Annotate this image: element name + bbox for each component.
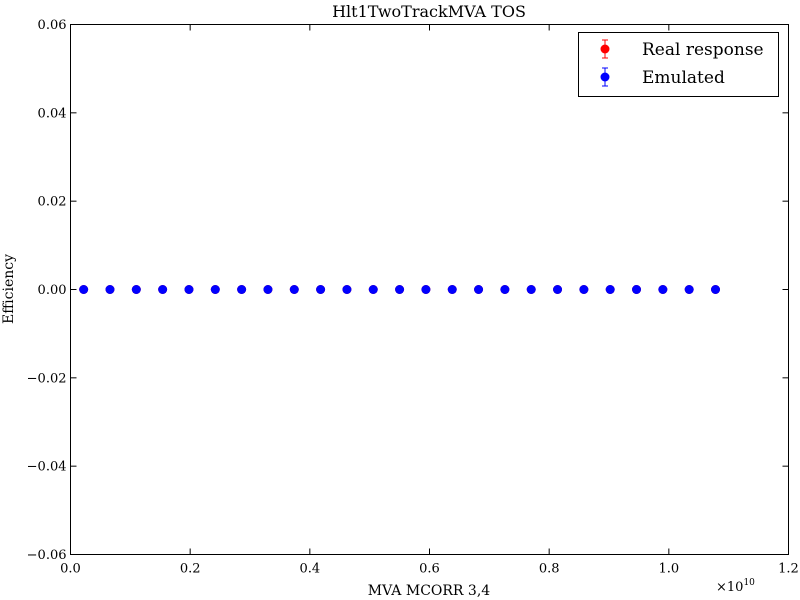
x-tick-label: 0.6 <box>419 562 440 577</box>
data-point <box>500 285 510 294</box>
data-point <box>210 285 220 294</box>
svg-text:×1010: ×1010 <box>716 578 755 595</box>
data-point <box>579 285 589 294</box>
data-point <box>553 285 563 294</box>
legend-marker-real <box>600 39 610 59</box>
data-point <box>684 285 694 294</box>
data-point <box>184 285 194 294</box>
x-tick-label: 1.2 <box>778 562 799 577</box>
data-point <box>289 285 299 294</box>
data-point <box>632 285 642 294</box>
data-point <box>263 285 273 294</box>
data-point <box>105 285 115 294</box>
data-point <box>395 285 405 294</box>
y-tick-label: 0.02 <box>38 195 67 210</box>
legend-label-emulated: Emulated <box>642 68 725 88</box>
legend: Real response Emulated <box>578 32 779 97</box>
axis-ticks: 0.0 0.2 0.4 0.6 0.8 1.0 1.2 −0.06 −0.04 −0.02 0.00… <box>27 18 799 577</box>
y-tick-label: −0.02 <box>27 371 67 386</box>
data-point <box>237 285 247 294</box>
data-point <box>342 285 352 294</box>
data-point <box>658 285 668 294</box>
data-point <box>447 285 457 294</box>
data-point <box>158 285 168 294</box>
y-axis-label: Efficiency <box>1 254 17 324</box>
data-point <box>79 285 89 294</box>
x-tick-label: 0.2 <box>180 562 201 577</box>
series-emulated <box>79 285 721 294</box>
plot-marks <box>79 285 721 294</box>
y-tick-label: −0.06 <box>27 548 67 563</box>
x-tick-label: 0.8 <box>539 562 560 577</box>
x-multiplier-exponent: 10 <box>743 578 755 588</box>
y-tick-label: 0.00 <box>38 283 67 298</box>
legend-marker-emulated <box>600 67 610 87</box>
x-axis-multiplier: ×1010 <box>716 578 755 595</box>
y-tick-label: 0.06 <box>38 18 67 33</box>
x-axis-label: MVA MCORR 3,4 <box>368 583 490 599</box>
data-point <box>368 285 378 294</box>
data-point <box>605 285 615 294</box>
legend-box <box>578 32 779 97</box>
plot-frame <box>70 24 789 555</box>
y-tick-label: 0.04 <box>38 106 67 121</box>
legend-label-real: Real response <box>642 40 764 60</box>
chart-title: Hlt1TwoTrackMVA TOS <box>332 2 526 21</box>
y-tick-label: −0.04 <box>27 460 67 475</box>
x-tick-label: 1.0 <box>658 562 679 577</box>
data-point <box>474 285 484 294</box>
data-point <box>526 285 536 294</box>
data-point <box>131 285 141 294</box>
data-point <box>421 285 431 294</box>
x-tick-label: 0.4 <box>299 562 320 577</box>
x-multiplier-base: ×10 <box>716 580 743 595</box>
x-tick-label: 0.0 <box>60 562 81 577</box>
data-point <box>711 285 721 294</box>
data-point <box>316 285 326 294</box>
